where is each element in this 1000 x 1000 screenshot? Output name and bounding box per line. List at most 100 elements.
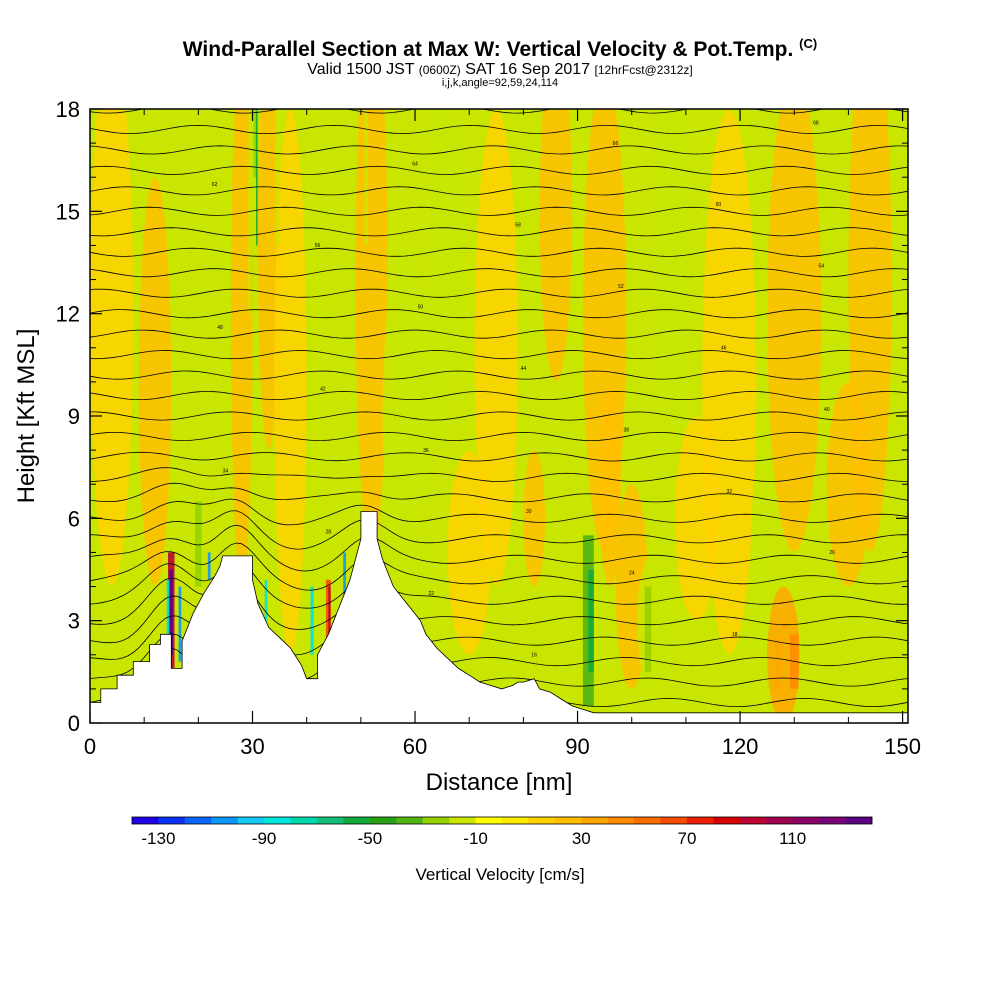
colorbar-swatch	[184, 817, 212, 824]
colorbar-swatch	[343, 817, 371, 824]
colorbar-swatch	[369, 817, 397, 824]
theta-contour	[90, 268, 908, 278]
field-strip	[310, 586, 314, 655]
theta-contour-label: 56	[315, 243, 321, 249]
field-strip	[253, 109, 257, 178]
colorbar-swatch	[766, 817, 794, 824]
colorbar-swatch	[317, 817, 344, 824]
field-strip	[588, 569, 594, 672]
theta-contour-label: 38	[624, 427, 630, 433]
colorbar-swatch	[845, 817, 873, 824]
y-tick-label: 0	[68, 711, 80, 736]
colorbar-frame	[131, 816, 873, 825]
colorbar-tick-label: 30	[572, 829, 591, 848]
colorbar-swatch	[132, 817, 159, 824]
colorbar-swatch	[396, 817, 424, 824]
y-tick-label: 6	[68, 506, 80, 531]
colorbar-tick-label: -50	[358, 829, 383, 848]
theta-contour	[90, 482, 908, 503]
y-tick-label: 18	[56, 97, 80, 122]
x-tick-label: 30	[240, 734, 264, 759]
y-tick-label: 3	[68, 609, 80, 634]
colorbar-swatch	[819, 817, 846, 824]
theta-contour	[90, 370, 908, 380]
colorbar-tick-label: -90	[252, 829, 277, 848]
colorbar-swatch	[449, 817, 476, 824]
field-patch	[355, 109, 388, 552]
y-axis-label: Height [Kft MSL]	[13, 329, 40, 504]
theta-contour-label: 60	[716, 202, 722, 208]
theta-contour-label: 68	[813, 120, 819, 126]
colorbar-swatch	[290, 817, 318, 824]
y-tick-label: 12	[56, 302, 80, 327]
valid-time: Valid 1500 JST	[307, 61, 415, 78]
theta-contour	[90, 145, 908, 155]
colorbar-swatch	[713, 817, 741, 824]
theta-contour	[90, 431, 908, 442]
field-patch	[599, 382, 621, 587]
theta-contour-label: 52	[618, 284, 624, 290]
theta-contour-label: 50	[418, 305, 424, 311]
field-patch	[539, 109, 573, 382]
theta-contour-label: 64	[412, 161, 418, 167]
field-patch	[750, 450, 773, 655]
field-strip	[178, 586, 182, 662]
theta-contour-label: 16	[531, 652, 537, 658]
field-patch	[658, 109, 692, 450]
colorbar-swatch	[792, 817, 820, 824]
field-strip	[207, 552, 211, 580]
field-patch	[230, 109, 253, 586]
colorbar-swatch	[422, 817, 450, 824]
field-patch	[523, 450, 546, 587]
theta-contour-label: 40	[824, 407, 830, 413]
colorbar-swatch	[581, 817, 609, 824]
colorbar-swatch	[158, 817, 186, 824]
valid-date: SAT 16 Sep 2017	[465, 61, 591, 78]
y-tick-label: 9	[68, 404, 80, 429]
field-patch	[474, 109, 518, 586]
field-patch	[138, 177, 172, 586]
colorbar-swatch	[237, 817, 265, 824]
valid-utc: (0600Z)	[418, 63, 461, 77]
theta-contour	[90, 451, 908, 462]
x-tick-label: 60	[403, 734, 427, 759]
theta-contour	[90, 247, 908, 257]
colorbar-swatch	[660, 817, 688, 824]
theta-contour	[90, 510, 908, 550]
terrain	[90, 511, 908, 723]
theta-contour-label: 62	[212, 182, 218, 188]
colorbar-label: Vertical Velocity [cm/s]	[415, 865, 584, 884]
theta-contour	[90, 109, 908, 114]
theta-contour-label: 34	[223, 468, 229, 474]
theta-contour	[90, 288, 908, 298]
field-strip	[644, 586, 652, 672]
theta-contour	[90, 329, 908, 339]
x-axis-label: Distance [nm]	[426, 769, 573, 796]
field-strip	[131, 552, 136, 655]
theta-contour-label: 32	[726, 489, 732, 495]
field-strip	[166, 579, 170, 648]
theta-contour	[90, 124, 908, 135]
theta-contour	[90, 206, 908, 216]
field-patch	[826, 382, 871, 587]
field-strip	[364, 109, 368, 246]
theta-contour	[90, 542, 908, 591]
x-tick-label: 120	[722, 734, 759, 759]
theta-contour	[90, 309, 908, 319]
theta-contour-label: 58	[515, 223, 521, 229]
theta-contour-label: 66	[613, 141, 619, 147]
x-tick-label: 90	[565, 734, 589, 759]
section-indices: i,j,k,angle=92,59,24,114	[441, 77, 559, 89]
colorbar-swatch	[528, 817, 556, 824]
field-strip	[582, 535, 594, 706]
colorbar-swatch	[607, 817, 635, 824]
field-strip	[328, 586, 331, 642]
y-tick-label: 15	[56, 199, 80, 224]
colorbar-swatch	[211, 817, 239, 824]
colorbar-swatch	[739, 817, 767, 824]
theta-contour-label: 22	[429, 591, 435, 597]
theta-contour-label: 70	[309, 100, 315, 106]
theta-contour-label: 48	[217, 325, 223, 331]
